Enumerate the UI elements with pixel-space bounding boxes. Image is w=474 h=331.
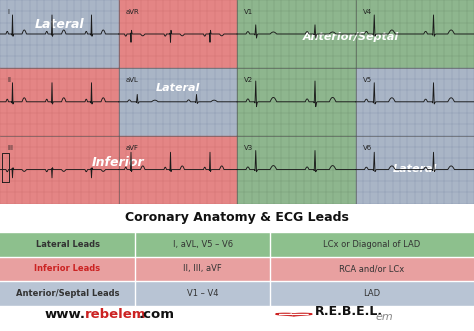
Text: II: II [7,77,11,83]
Polygon shape [276,313,312,316]
Bar [118,0,237,68]
Text: rebelem: rebelem [85,308,147,321]
Text: V5: V5 [363,77,372,83]
Text: Anterior/Septal Leads: Anterior/Septal Leads [16,289,119,298]
Text: Lateral: Lateral [392,164,437,174]
Text: aVL: aVL [126,77,138,83]
Text: Coronary Anatomy & ECG Leads: Coronary Anatomy & ECG Leads [125,211,349,224]
Text: R.E.B.E.L.: R.E.B.E.L. [315,305,383,318]
Text: Inferior Leads: Inferior Leads [35,264,100,273]
Text: I, aVL, V5 – V6: I, aVL, V5 – V6 [173,240,233,249]
Text: aVR: aVR [126,9,139,15]
Bar [0,68,118,136]
Text: www.: www. [45,308,85,321]
Text: LCx or Diagonal of LAD: LCx or Diagonal of LAD [323,240,421,249]
Bar [118,68,237,136]
Text: V2: V2 [244,77,253,83]
Bar [356,136,474,204]
Text: III: III [7,145,13,151]
Bar [0,0,118,68]
Text: V1 – V4: V1 – V4 [187,289,219,298]
Text: I: I [7,9,9,15]
Text: aVF: aVF [126,145,138,151]
Bar [0,136,237,204]
Text: Lateral: Lateral [35,18,84,31]
Bar [356,68,474,136]
Text: em: em [376,312,393,322]
Text: Anterior/Septal: Anterior/Septal [302,32,399,42]
Text: V6: V6 [363,145,372,151]
Text: LAD: LAD [364,289,381,298]
Bar [237,0,474,68]
Bar [237,68,356,136]
Text: V4: V4 [363,9,372,15]
Text: V1: V1 [244,9,254,15]
Text: II, III, aVF: II, III, aVF [183,264,222,273]
Text: Lateral: Lateral [155,82,200,93]
Text: Lateral Leads: Lateral Leads [36,240,100,249]
Text: RCA and/or LCx: RCA and/or LCx [339,264,405,273]
Text: V3: V3 [244,145,254,151]
Text: .com: .com [138,308,174,321]
Bar [237,136,356,204]
Text: Inferior: Inferior [92,156,145,169]
